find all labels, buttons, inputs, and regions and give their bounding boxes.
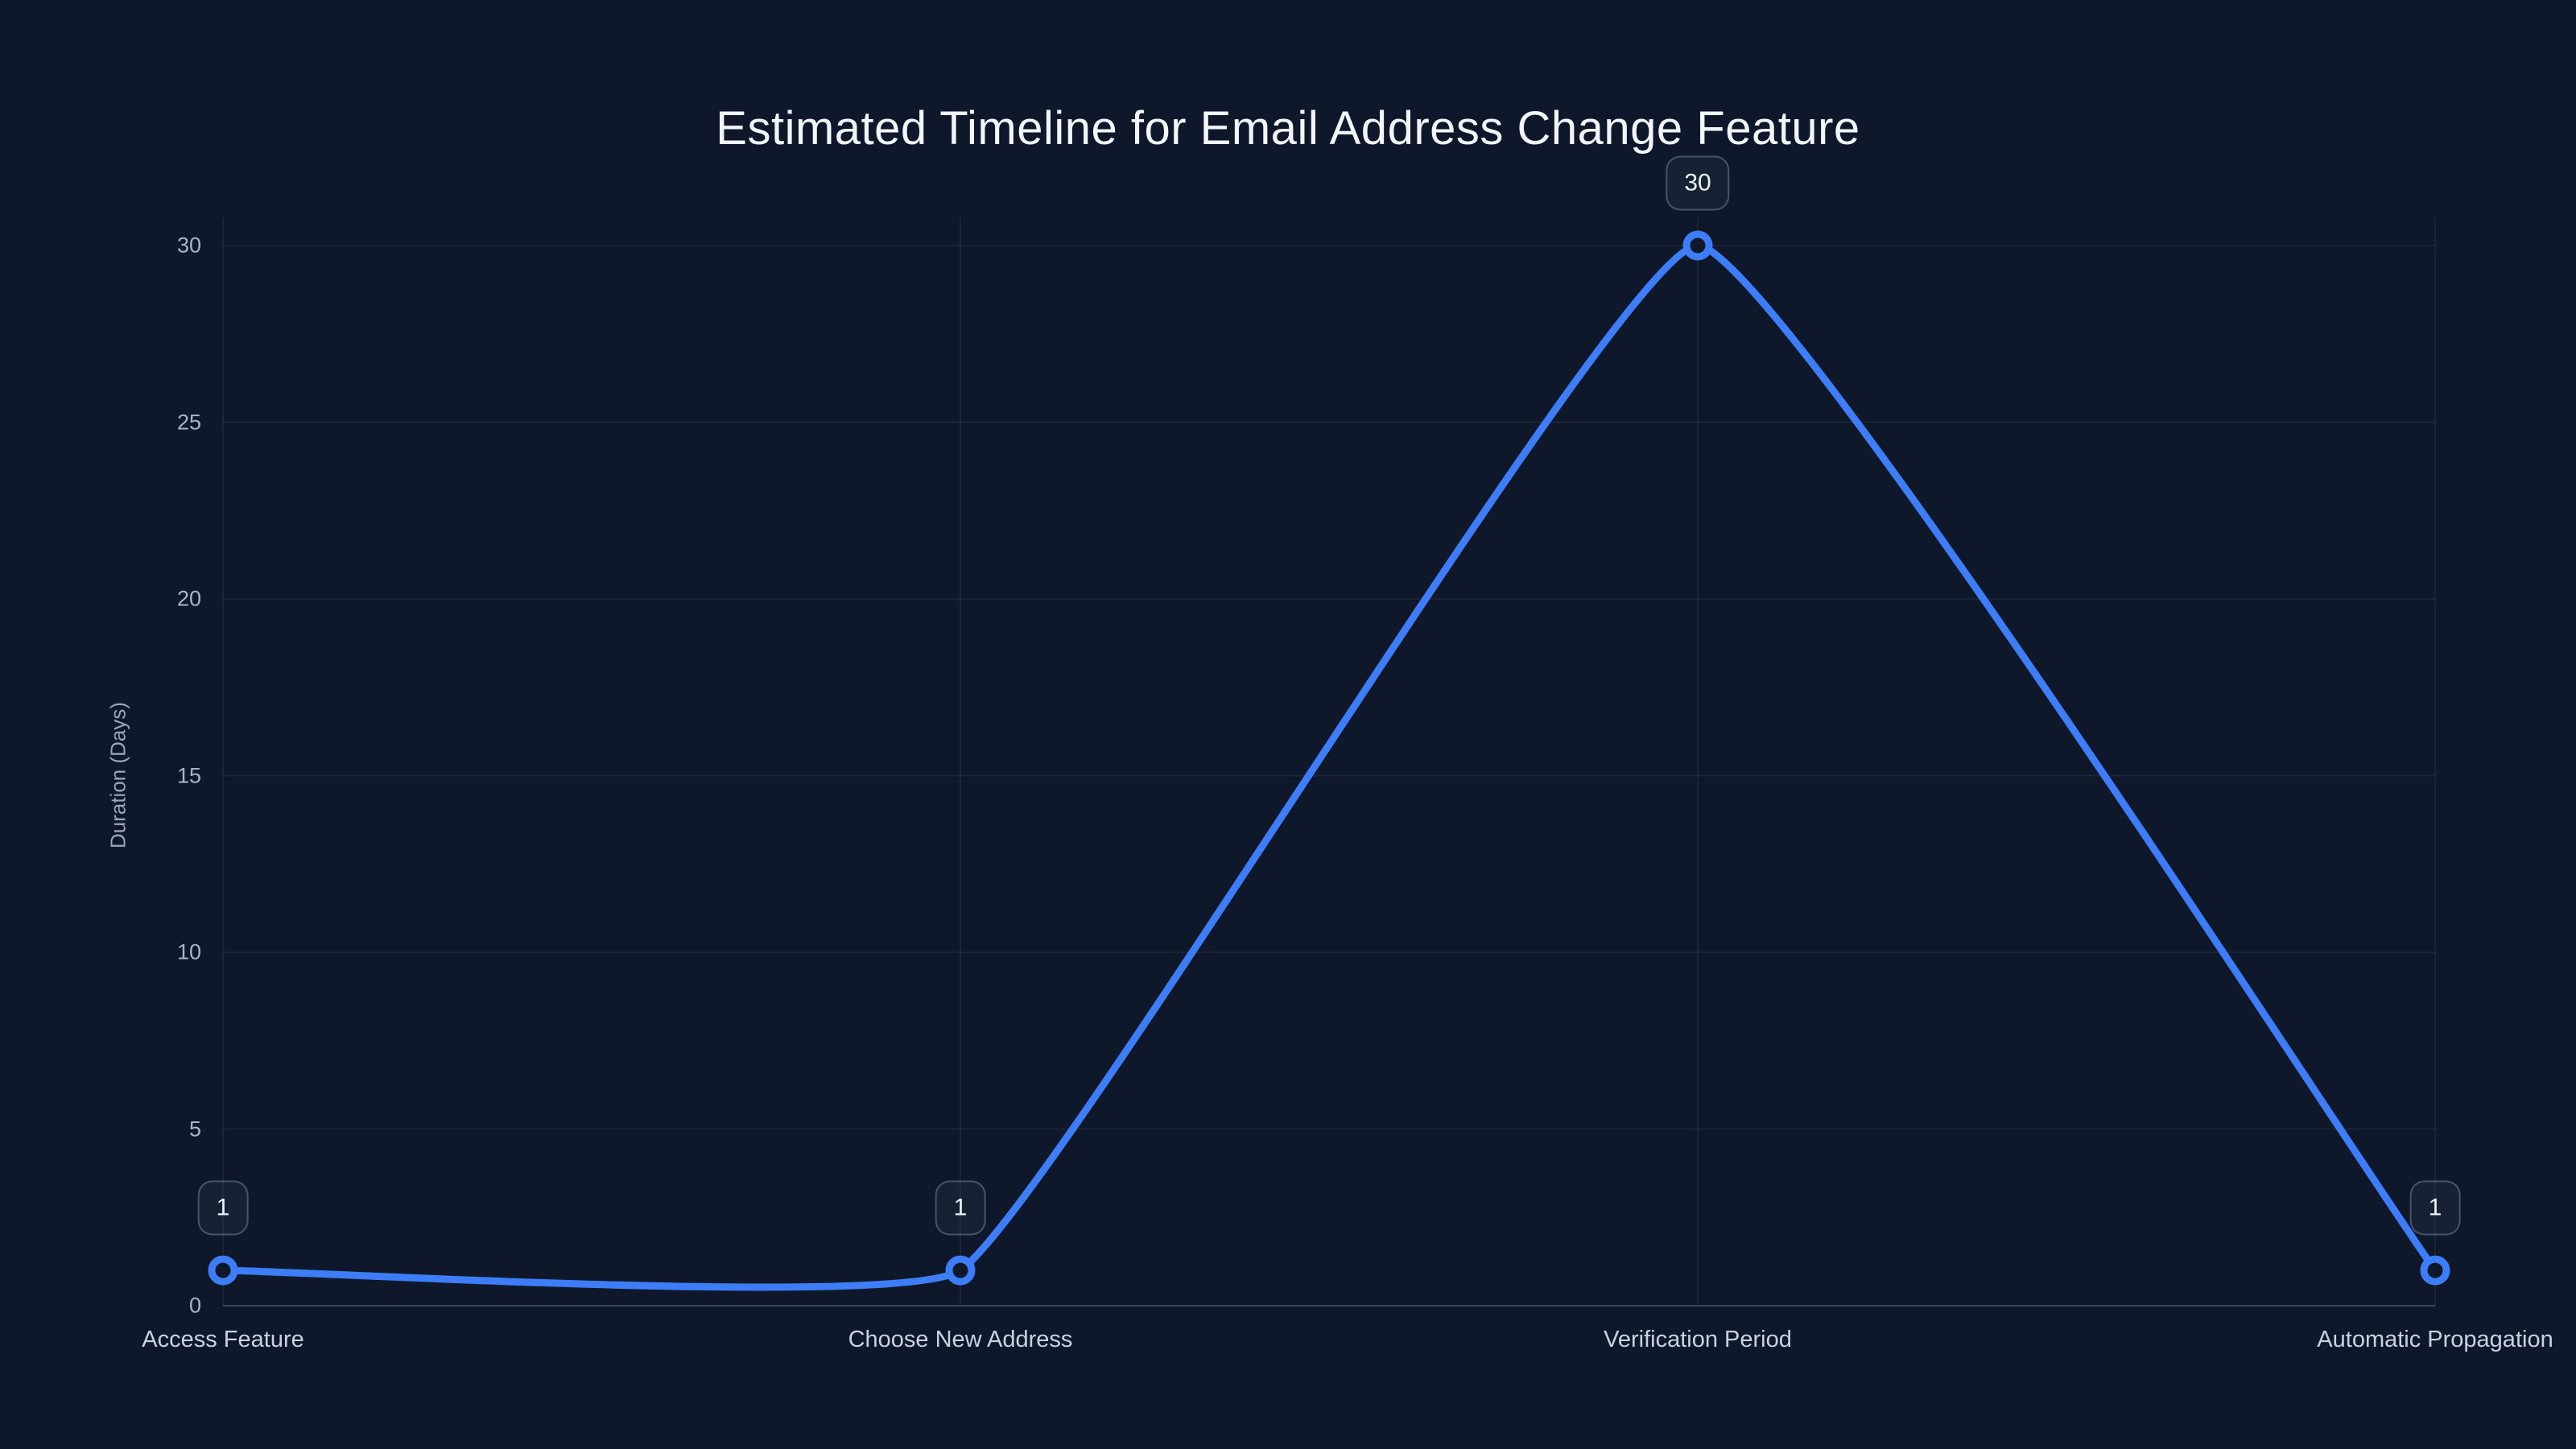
data-point-marker[interactable]: [208, 1255, 238, 1286]
data-point-marker[interactable]: [945, 1255, 976, 1286]
y-tick-label: 5: [188, 1117, 201, 1141]
y-tick-label: 25: [176, 410, 201, 434]
data-point-label: 1: [197, 1180, 249, 1236]
y-tick-label: 30: [176, 233, 201, 258]
data-point-marker[interactable]: [1682, 230, 1713, 261]
x-category-label: Automatic Propagation: [2317, 1327, 2553, 1352]
series-line: [219, 242, 2439, 1291]
data-point-label: 30: [1666, 155, 1730, 210]
x-category-label: Verification Period: [1604, 1327, 1792, 1352]
x-category-label: Access Feature: [142, 1327, 304, 1352]
data-point-label: 1: [935, 1180, 986, 1236]
x-category-label: Choose New Address: [848, 1327, 1073, 1352]
y-tick-label: 10: [176, 939, 201, 964]
y-tick-label: 0: [188, 1293, 201, 1318]
data-point-label: 1: [2409, 1180, 2461, 1236]
data-point-marker[interactable]: [2420, 1255, 2450, 1286]
y-tick-label: 20: [176, 586, 201, 611]
y-tick-label: 15: [176, 763, 201, 787]
chart-title: Estimated Timeline for Email Address Cha…: [716, 102, 1860, 155]
